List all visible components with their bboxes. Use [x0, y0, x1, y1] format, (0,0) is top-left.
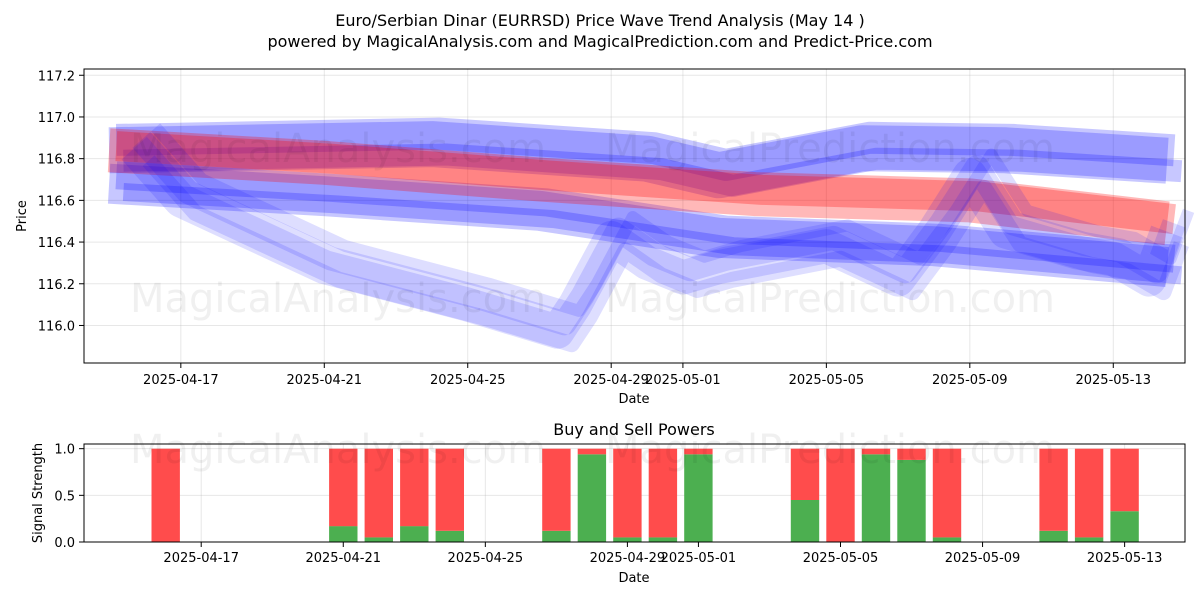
- price-x-ticks: 2025-04-17 2025-04-21 2025-04-25 2025-04-29…: [143, 363, 1151, 388]
- sell-bar: [364, 448, 393, 538]
- signal-chart: Buy and Sell Powers MagicalAnalysis.com …: [31, 420, 1186, 586]
- price-chart: MagicalAnalysis.com MagicalPrediction.co…: [15, 68, 1195, 407]
- signal-y-ticks: 0.0 0.5 1.0: [54, 443, 84, 551]
- sell-bar: [790, 448, 820, 500]
- price-x-tick-label: 2025-04-17: [143, 373, 219, 388]
- price-y-label: Price: [15, 200, 30, 232]
- buy-bar: [684, 454, 713, 542]
- sell-bar: [648, 448, 678, 538]
- watermark-left: MagicalAnalysis.com: [130, 276, 546, 322]
- buy-bar: [897, 459, 926, 542]
- buy-bar: [932, 537, 962, 542]
- price-band-lower-trend-band: [122, 183, 1183, 285]
- price-x-tick-label: 2025-04-21: [287, 373, 363, 388]
- signal-chart-frame: [83, 443, 1186, 543]
- sell-bar: [861, 448, 891, 455]
- sell-bar: [613, 448, 642, 538]
- sell-bar: [151, 448, 180, 542]
- price-x-tick-label: 2025-05-05: [789, 373, 865, 388]
- buy-bar: [1110, 511, 1139, 542]
- price-band-upper-trend-band: [123, 143, 1183, 197]
- price-x-tick-label: 2025-05-13: [1075, 373, 1151, 388]
- price-band-wave-paths: [132, 131, 1186, 336]
- price-chart-frame: [83, 68, 1186, 364]
- price-band-wave-paths: [142, 155, 1189, 353]
- buy-bar: [648, 537, 678, 542]
- sell-bar: [435, 448, 464, 531]
- sell-bar: [542, 448, 571, 531]
- sell-bar: [329, 448, 358, 527]
- signal-x-ticks: 2025-04-17 2025-04-21 2025-04-25 2025-04-29…: [163, 542, 1162, 566]
- buy-bar: [1039, 530, 1068, 542]
- sell-bar: [826, 448, 855, 542]
- signal-x-tick-label: 2025-05-05: [803, 551, 879, 566]
- price-band-upper-trend-band: [115, 117, 1176, 181]
- signal-x-tick-label: 2025-05-01: [661, 551, 737, 566]
- price-band-lower-trend-band: [107, 163, 1169, 288]
- price-y-tick-label: 116.8: [38, 153, 75, 168]
- buy-bar: [577, 454, 607, 542]
- signal-chart-title: Buy and Sell Powers: [553, 420, 715, 439]
- price-x-tick-label: 2025-05-01: [645, 373, 721, 388]
- sell-bar: [400, 448, 429, 527]
- buy-bar: [1074, 537, 1104, 542]
- signal-x-tick-label: 2025-05-13: [1087, 551, 1163, 566]
- buy-bar: [790, 500, 820, 542]
- price-band-mid-trend-band: [115, 131, 1176, 234]
- price-band-upper-trend-band: [108, 121, 1169, 199]
- signal-x-tick-label: 2025-04-17: [163, 551, 239, 566]
- buy-bar: [435, 530, 464, 542]
- chart-title: Euro/Serbian Dinar (EURRSD) Price Wave T…: [335, 11, 864, 30]
- sell-bar: [1110, 448, 1139, 512]
- watermark-right: MagicalPrediction.com: [605, 126, 1055, 172]
- price-x-tick-label: 2025-04-29: [573, 373, 649, 388]
- price-band-mid-trend-band: [107, 128, 1170, 246]
- price-x-tick-label: 2025-05-09: [932, 373, 1008, 388]
- price-y-ticks: 116.0 116.2 116.4 116.6 116.8 117.0 117.2: [38, 69, 84, 334]
- price-x-label: Date: [618, 392, 649, 407]
- sell-bar: [1039, 448, 1068, 531]
- signal-y-tick-label: 1.0: [54, 443, 75, 458]
- buy-bar: [613, 537, 642, 542]
- buy-bar: [542, 530, 571, 542]
- signal-x-tick-label: 2025-04-25: [448, 551, 524, 566]
- signal-x-tick-label: 2025-05-09: [945, 551, 1021, 566]
- sell-bar: [684, 448, 713, 455]
- buy-bar: [400, 526, 429, 542]
- signal-x-label: Date: [618, 571, 649, 586]
- sell-bar: [897, 448, 926, 460]
- price-bands: [107, 117, 1195, 353]
- signal-y-label: Signal Strength: [31, 443, 46, 543]
- price-band-lower-trend-band: [115, 161, 1176, 273]
- price-grid: [84, 69, 1185, 363]
- price-y-tick-label: 117.2: [38, 69, 75, 84]
- watermark-left: MagicalAnalysis.com: [130, 126, 546, 172]
- watermark-right: MagicalPrediction.com: [605, 427, 1055, 473]
- sell-bar: [577, 448, 607, 455]
- signal-x-tick-label: 2025-04-21: [305, 551, 381, 566]
- sell-bar: [1074, 448, 1104, 538]
- price-band-wave-paths: [151, 123, 1195, 317]
- watermark-right: MagicalPrediction.com: [605, 276, 1055, 322]
- signal-y-tick-label: 0.0: [54, 536, 75, 551]
- signal-x-tick-label: 2025-04-29: [590, 551, 666, 566]
- buy-bar: [364, 537, 393, 542]
- price-y-tick-label: 116.6: [38, 194, 75, 209]
- price-y-tick-label: 117.0: [38, 111, 75, 126]
- buy-bar: [861, 454, 891, 542]
- signal-bars: [151, 448, 1139, 542]
- price-band-wave-paths: [121, 136, 1184, 349]
- signal-y-tick-label: 0.5: [54, 489, 75, 504]
- price-y-tick-label: 116.2: [38, 278, 75, 293]
- watermark-left: MagicalAnalysis.com: [130, 427, 546, 473]
- price-y-tick-label: 116.0: [38, 319, 75, 334]
- sell-bar: [932, 448, 962, 538]
- chart-subtitle: powered by MagicalAnalysis.com and Magic…: [267, 32, 932, 51]
- price-x-tick-label: 2025-04-25: [430, 373, 506, 388]
- price-y-tick-label: 116.4: [38, 236, 75, 251]
- buy-bar: [329, 526, 358, 542]
